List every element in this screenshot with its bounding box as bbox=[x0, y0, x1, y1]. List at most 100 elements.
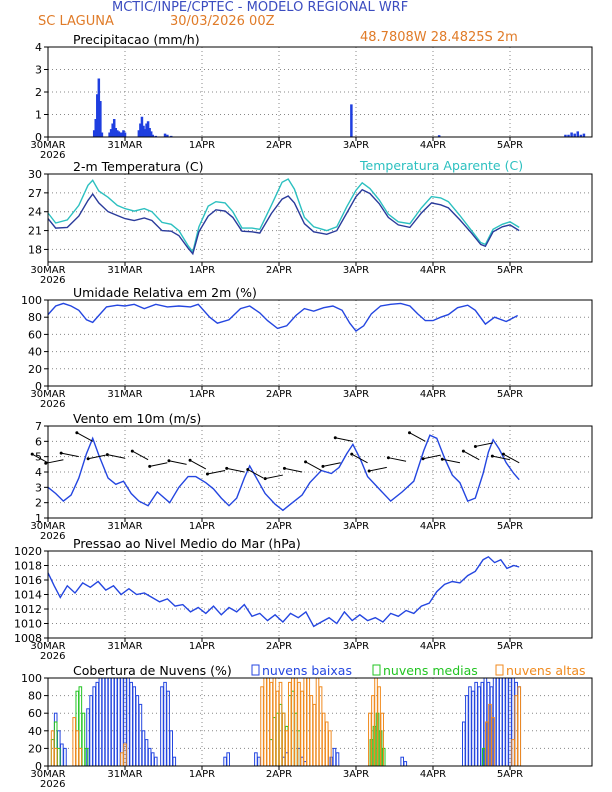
pressure-xtick-label: 3APR bbox=[343, 641, 369, 652]
clouds-bar bbox=[287, 681, 292, 767]
clouds-xtick-label: 3APR bbox=[343, 769, 369, 780]
wind-vector-head bbox=[167, 459, 171, 463]
pressure-ytick-label: 1010 bbox=[14, 618, 42, 631]
wind-vector bbox=[351, 453, 368, 464]
clouds-bar bbox=[129, 681, 133, 767]
clouds-bar bbox=[107, 677, 112, 767]
clouds-bar bbox=[477, 686, 481, 767]
wind-xtick-label: 2APR bbox=[266, 521, 292, 532]
pressure-year-label: 2026 bbox=[40, 651, 65, 662]
rh-xtick-label: 2APR bbox=[266, 389, 292, 400]
wind-vector bbox=[61, 452, 79, 458]
clouds-bar bbox=[163, 681, 167, 767]
clouds-bar bbox=[101, 677, 106, 767]
wind-vector-head bbox=[282, 466, 286, 470]
precip-year-label: 2026 bbox=[40, 150, 65, 161]
precip-xtick-label: 4APR bbox=[420, 140, 446, 151]
rh-year-label: 2026 bbox=[40, 399, 65, 410]
wind-year-label: 2026 bbox=[40, 531, 65, 542]
clouds-ytick-label: 60 bbox=[28, 707, 42, 720]
wind-vector bbox=[88, 454, 106, 460]
wind-vector-head bbox=[333, 436, 337, 440]
cloud-legend-label: nuvens medias bbox=[383, 663, 478, 678]
clouds-bar bbox=[126, 677, 130, 767]
clouds-bar bbox=[297, 681, 301, 767]
clouds-bar bbox=[147, 747, 152, 767]
rh-xtick-label: 3APR bbox=[343, 389, 369, 400]
wind-vector bbox=[305, 461, 322, 471]
clouds-bar bbox=[75, 730, 80, 767]
precip-ytick-label: 2 bbox=[35, 86, 42, 99]
precip-xtick-label: 2APR bbox=[266, 140, 292, 151]
wind-vector bbox=[132, 450, 149, 461]
clouds-bar bbox=[260, 686, 264, 767]
precip-xtick-label: 5APR bbox=[497, 140, 523, 151]
clouds-bar bbox=[315, 677, 320, 767]
precip-bar bbox=[149, 131, 153, 137]
clouds-bar bbox=[95, 681, 100, 767]
pressure-xtick-label: 2APR bbox=[266, 641, 292, 652]
temp-ytick-label: 24 bbox=[28, 206, 42, 219]
precip-ytick-label: 4 bbox=[35, 41, 42, 54]
clouds-bar bbox=[324, 721, 329, 767]
wind-ytick-label: 7 bbox=[35, 420, 42, 433]
clouds-bar bbox=[141, 730, 146, 767]
wind-vector bbox=[369, 466, 387, 472]
wind-vector-head bbox=[321, 464, 325, 468]
precip-bar bbox=[143, 129, 147, 137]
clouds-bar bbox=[81, 712, 86, 767]
pressure-ytick-label: 1018 bbox=[14, 560, 42, 573]
clouds-bar bbox=[306, 677, 311, 767]
precip-bar bbox=[154, 135, 158, 137]
wind-vector-head bbox=[473, 444, 477, 448]
clouds-bar bbox=[166, 690, 170, 767]
clouds-year-label: 2026 bbox=[40, 779, 65, 790]
pressure-xtick-label: 31MAR bbox=[107, 641, 142, 652]
temp-year-label: 2026 bbox=[40, 275, 65, 286]
wind-vector-head bbox=[421, 457, 425, 461]
rh-ytick-label: 60 bbox=[28, 328, 42, 341]
clouds-bar bbox=[53, 747, 58, 767]
rh-ytick-label: 80 bbox=[28, 311, 42, 324]
wind-vector-head bbox=[59, 451, 63, 455]
clouds-bar bbox=[465, 695, 469, 767]
pressure-xtick-label: 4APR bbox=[420, 641, 446, 652]
clouds-bar bbox=[266, 677, 271, 767]
clouds-bar bbox=[332, 747, 337, 767]
rh-xtick-label: 5APR bbox=[497, 389, 523, 400]
precip-bar bbox=[117, 131, 121, 137]
precip-bar bbox=[570, 132, 573, 137]
temp-ytick-label: 21 bbox=[28, 225, 42, 238]
precip-bar bbox=[576, 131, 580, 137]
precip-bar bbox=[350, 104, 353, 137]
temp-frame bbox=[47, 173, 593, 263]
pressure-xtick-label: 1APR bbox=[189, 641, 215, 652]
precip-bar bbox=[163, 133, 167, 137]
wind-vector bbox=[503, 453, 520, 464]
precip-bar bbox=[92, 130, 96, 137]
clouds-ytick-label: 0 bbox=[35, 760, 42, 773]
rh-xtick-label: 30MAR bbox=[30, 389, 65, 400]
rh-title: Umidade Relativa em 2m (%) bbox=[73, 285, 257, 300]
wind-vector-head bbox=[75, 431, 79, 435]
clouds-xtick-label: 4APR bbox=[420, 769, 446, 780]
pressure-ytick-label: 1014 bbox=[14, 589, 42, 602]
wind-ytick-label: 4 bbox=[35, 466, 42, 479]
clouds-bar bbox=[257, 756, 261, 767]
temp-ytick-label: 30 bbox=[28, 168, 42, 181]
temp-ytick-label: 27 bbox=[28, 187, 42, 200]
precip-panel bbox=[44, 46, 593, 141]
wind-title: Vento em 10m (m/s) bbox=[73, 411, 201, 426]
clouds-bar bbox=[505, 677, 509, 767]
clouds-bar bbox=[98, 677, 103, 767]
clouds-bar bbox=[223, 756, 227, 767]
clouds-ytick-label: 100 bbox=[21, 672, 42, 685]
clouds-bar bbox=[135, 695, 140, 767]
wind-vector-head bbox=[350, 452, 354, 456]
clouds-bar bbox=[104, 677, 109, 767]
wind-vector-head bbox=[386, 456, 390, 460]
clouds-bar bbox=[403, 761, 408, 767]
wind-xtick-label: 30MAR bbox=[30, 521, 65, 532]
pressure-ytick-label: 1020 bbox=[14, 545, 42, 558]
